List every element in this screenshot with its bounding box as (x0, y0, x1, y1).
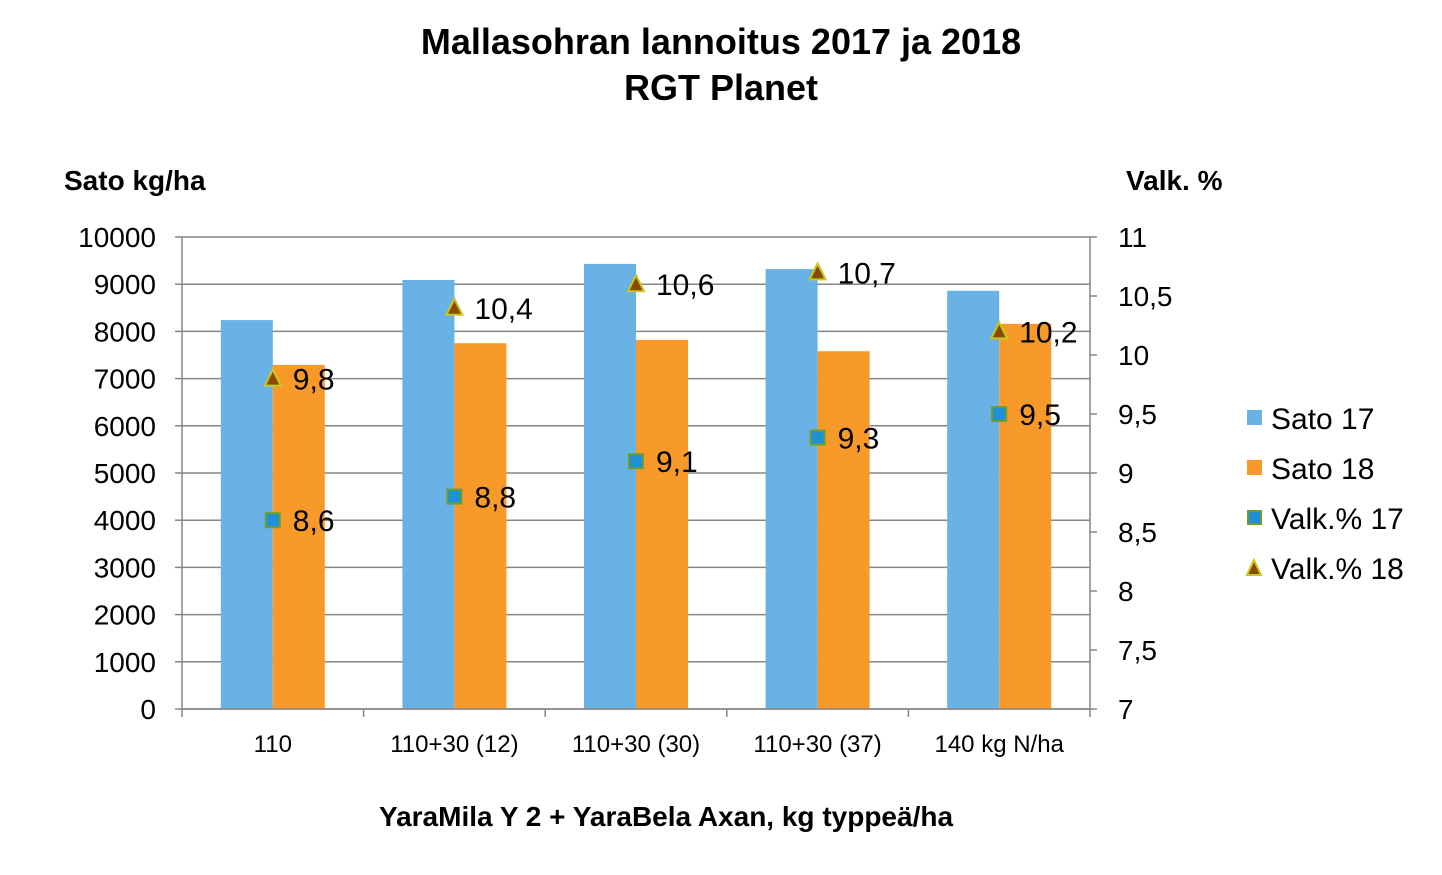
y2-tick-label: 7,5 (1118, 635, 1157, 666)
y-tick-label: 2000 (94, 600, 156, 631)
legend-square-marker-icon (1247, 510, 1262, 525)
y-tick-label: 0 (140, 694, 156, 725)
bar-sato-18 (272, 364, 325, 709)
marker-valk-18 (807, 261, 828, 281)
y-tick-label: 9000 (94, 269, 156, 300)
bar-sato-17 (402, 279, 455, 709)
y-tick-label: 3000 (94, 552, 156, 583)
marker-valk-18 (263, 367, 283, 387)
y2-tick-label: 10,5 (1118, 281, 1173, 312)
marker-valk-18 (626, 272, 646, 293)
legend-label: Sato 18 (1271, 453, 1374, 486)
y2-tick-label: 11 (1118, 222, 1147, 253)
x-tick-label: 110+30 (12) (390, 731, 518, 758)
bar-sato-18 (999, 323, 1052, 709)
y2-axis-label: Valk. % (1126, 165, 1223, 196)
data-label: 9,3 (838, 423, 880, 456)
bar-sato-17 (947, 290, 1000, 709)
y2-tick-label: 9 (1118, 458, 1134, 489)
data-label: 8,8 (474, 482, 516, 515)
marker-valk-18 (444, 296, 465, 316)
y2-tick-label: 9,5 (1118, 399, 1157, 430)
legend-triangle-marker-icon (1245, 557, 1263, 576)
y-tick-label: 5000 (94, 458, 156, 489)
y-axis-label: Sato kg/ha (64, 165, 206, 196)
bar-sato-18 (454, 343, 507, 709)
legend-label: Valk.% 17 (1271, 503, 1404, 536)
y-tick-label: 7000 (94, 364, 156, 395)
y-tick-label: 1000 (94, 647, 156, 678)
marker-valk-17 (991, 406, 1008, 422)
y2-tick-label: 10 (1118, 340, 1149, 371)
x-tick-label: 110 (254, 731, 292, 758)
bar-sato-18 (636, 339, 688, 709)
y-tick-label: 6000 (94, 411, 156, 442)
x-tick-label: 110+30 (30) (572, 731, 700, 758)
marker-valk-17 (264, 512, 281, 529)
data-label: 10,4 (474, 293, 532, 326)
data-label: 9,8 (293, 364, 335, 397)
legend-swatch (1247, 460, 1262, 475)
y-tick-label: 8000 (94, 316, 156, 347)
data-label: 10,6 (656, 269, 714, 302)
bar-sato-18 (817, 351, 870, 709)
y-tick-label: 10000 (78, 222, 156, 253)
marker-valk-17 (446, 488, 463, 505)
x-tick-label: 140 kg N/ha (934, 731, 1064, 758)
legend-swatch (1247, 410, 1262, 425)
marker-valk-18 (989, 320, 1009, 340)
y2-tick-label: 8 (1118, 576, 1134, 607)
y2-tick-label: 8,5 (1118, 517, 1157, 548)
bar-sato-17 (584, 263, 636, 709)
legend-label: Valk.% 18 (1271, 553, 1404, 586)
data-label: 10,2 (1019, 316, 1077, 349)
x-tick-label: 110+30 (37) (753, 731, 881, 758)
x-axis-label: YaraMila Y 2 + YaraBela Axan, kg typpeä/… (379, 801, 953, 832)
chart-title-line-1: Mallasohran lannoitus 2017 ja 2018 (421, 21, 1021, 62)
y2-tick-label: 7 (1118, 694, 1134, 725)
chart-title-line-2: RGT Planet (624, 67, 818, 108)
data-label: 8,6 (293, 505, 335, 538)
marker-valk-17 (628, 453, 644, 470)
data-label: 10,7 (838, 257, 896, 290)
bar-sato-17 (765, 269, 818, 709)
marker-valk-17 (809, 429, 826, 446)
legend-label: Sato 17 (1271, 403, 1374, 436)
data-label: 9,1 (656, 446, 698, 479)
data-label: 9,5 (1019, 399, 1061, 432)
y-tick-label: 4000 (94, 505, 156, 536)
